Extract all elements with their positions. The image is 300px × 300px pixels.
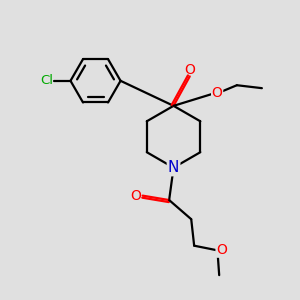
Text: O: O — [184, 63, 195, 77]
Text: Cl: Cl — [40, 74, 53, 87]
Text: O: O — [131, 189, 142, 202]
Text: N: N — [168, 160, 179, 175]
Text: O: O — [212, 85, 223, 100]
Text: O: O — [216, 243, 227, 257]
